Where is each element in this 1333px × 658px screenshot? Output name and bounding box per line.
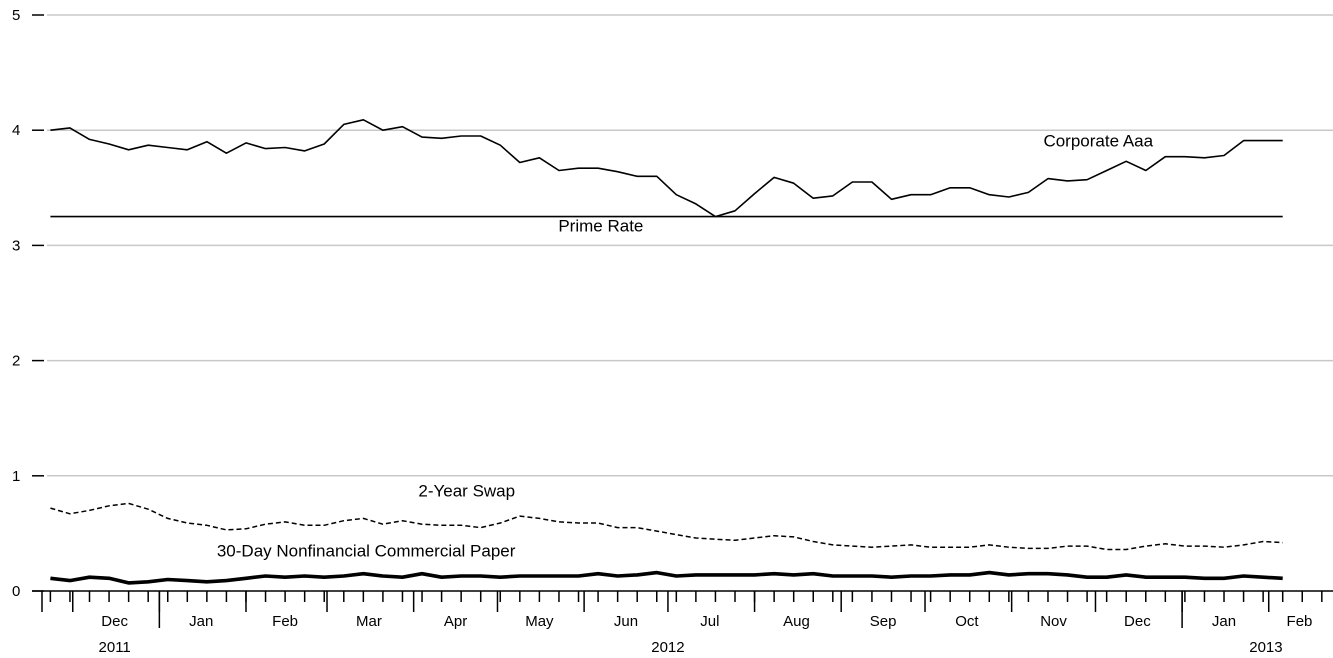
x-axis: Dec Jan Feb Mar Apr May Jun Jul Aug Sep Oct Nov Dec J…	[32, 590, 1333, 656]
series-label-2-year-swap: 2-Year Swap	[418, 482, 515, 501]
series-label-30-day-nonfinancial-commercial-paper: 30-Day Nonfinancial Commercial Paper	[217, 541, 516, 560]
y-tick-label-1: 1	[12, 468, 20, 485]
x-month-label-sep: Sep	[870, 613, 897, 630]
x-month-label-jun: Jun	[614, 613, 638, 630]
series-line-corporate-aaa	[50, 119, 1283, 218]
x-month-label-feb: Feb	[1287, 613, 1313, 630]
x-month-label-may: May	[525, 613, 554, 630]
grid-lines	[47, 14, 1333, 477]
x-year-label-2012: 2012	[651, 639, 684, 656]
x-year-label-2013: 2013	[1249, 639, 1282, 656]
y-tick-label-4: 4	[12, 122, 20, 139]
x-month-label-dec: Dec	[1124, 613, 1151, 630]
y-tick-label-5: 5	[12, 7, 20, 24]
y-tick-label-3: 3	[12, 237, 20, 254]
x-month-label-jan: Jan	[189, 613, 213, 630]
series-line-30-day-nonfinancial-commercial-paper	[50, 570, 1283, 585]
x-month-label-nov: Nov	[1040, 613, 1067, 630]
series-lines	[50, 119, 1283, 585]
series-label-prime-rate: Prime Rate	[558, 217, 643, 236]
y-axis: 0 1 2 3 4 5	[12, 7, 44, 600]
x-month-label-feb: Feb	[272, 613, 298, 630]
y-tick-label-2: 2	[12, 353, 20, 370]
x-year-label-2011: 2011	[99, 639, 131, 656]
series-line-2-year-swap	[50, 502, 1283, 551]
y-tick-label-0: 0	[12, 583, 20, 600]
x-month-label-jul: Jul	[700, 613, 719, 630]
series-labels: Corporate Aaa Prime Rate 2-Year Swap 30-Day…	[217, 131, 1154, 560]
x-month-label-oct: Oct	[955, 613, 979, 630]
x-month-label-aug: Aug	[783, 613, 810, 630]
x-month-label-dec: Dec	[101, 613, 128, 630]
x-month-label-jan: Jan	[1212, 613, 1236, 630]
x-month-label-apr: Apr	[444, 613, 467, 630]
series-label-corporate-aaa: Corporate Aaa	[1043, 131, 1153, 150]
x-month-label-mar: Mar	[356, 613, 382, 630]
